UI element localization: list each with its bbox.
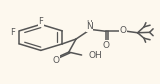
Text: H: H <box>87 20 92 29</box>
Text: F: F <box>11 28 15 37</box>
Text: OH: OH <box>88 51 102 60</box>
Text: N: N <box>86 22 93 31</box>
Text: O: O <box>120 26 127 35</box>
Text: O: O <box>52 56 60 65</box>
Text: O: O <box>102 41 109 50</box>
Text: F: F <box>38 17 43 26</box>
